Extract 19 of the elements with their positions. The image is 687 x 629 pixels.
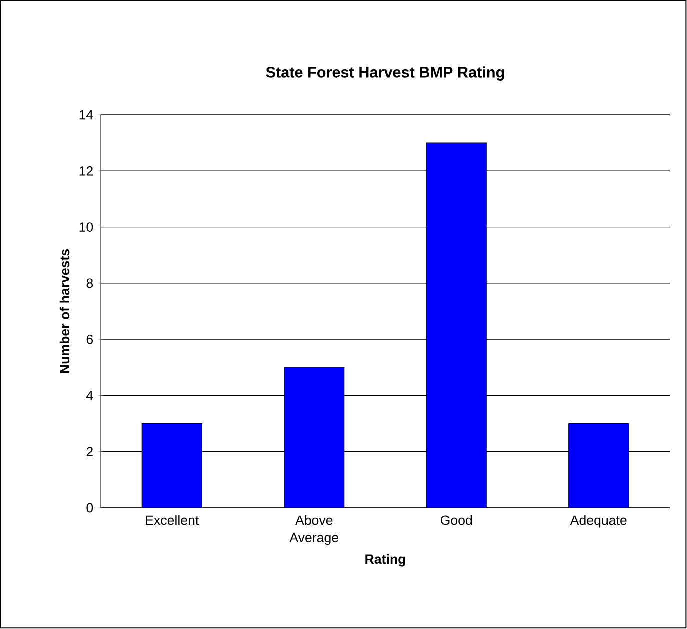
bar xyxy=(426,143,487,508)
y-axis-title: Number of harvests xyxy=(60,249,70,374)
y-tick-label: 8 xyxy=(86,278,94,288)
x-tick-label: Good xyxy=(440,515,472,526)
y-tick-label: 10 xyxy=(80,222,94,232)
bar xyxy=(568,424,630,508)
x-tick-label: Above Average xyxy=(290,515,338,546)
chart-title: State Forest Harvest BMP Rating xyxy=(266,66,504,81)
y-tick-label: 12 xyxy=(80,166,93,176)
x-tick-label: Excellent xyxy=(146,515,200,526)
bar xyxy=(142,424,202,508)
y-tick-label: 0 xyxy=(86,503,94,513)
bar xyxy=(284,368,344,508)
y-tick-label: 2 xyxy=(86,447,93,456)
x-tick-label: Adequate xyxy=(570,515,627,528)
x-axis-title: Rating xyxy=(366,554,406,567)
y-tick-label: 6 xyxy=(86,334,94,344)
y-tick-label: 4 xyxy=(86,391,94,400)
y-tick-label: 14 xyxy=(80,110,94,120)
